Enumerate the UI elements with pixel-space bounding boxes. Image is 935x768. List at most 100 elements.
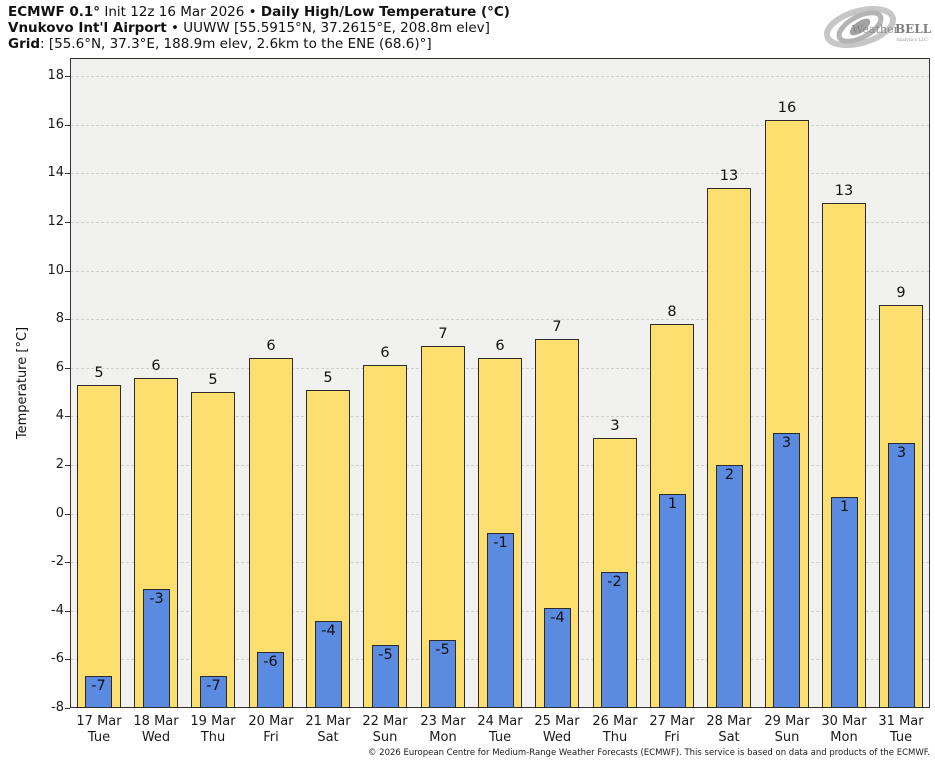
x-tick-date: 30 Mar xyxy=(821,714,867,729)
init-time: Init 12z 16 Mar 2026 • xyxy=(100,4,261,20)
low-value-label: 3 xyxy=(781,435,792,451)
low-bar xyxy=(85,676,112,708)
y-tick-label: 10 xyxy=(47,263,64,278)
x-tick-date: 28 Mar xyxy=(706,714,752,729)
y-tick-mark xyxy=(65,562,70,563)
y-tick-mark xyxy=(65,76,70,77)
y-tick-mark xyxy=(65,173,70,174)
low-value-label: -5 xyxy=(378,647,393,663)
high-bar xyxy=(249,358,293,708)
low-bar xyxy=(831,497,858,708)
logo-brand-weather: Weather xyxy=(852,23,899,36)
low-value-label: 1 xyxy=(839,499,850,515)
high-value-label: 16 xyxy=(777,100,797,116)
low-value-label: -5 xyxy=(435,642,450,658)
high-value-label: 5 xyxy=(208,372,218,388)
low-bar xyxy=(601,572,628,708)
low-bar xyxy=(716,465,743,708)
low-value-label: -6 xyxy=(263,654,278,670)
y-axis-title: Temperature [°C] xyxy=(15,326,30,440)
model-name: ECMWF 0.1° xyxy=(8,4,101,20)
y-tick-mark xyxy=(65,708,70,709)
low-bar xyxy=(544,608,571,708)
x-tick-day: Sun xyxy=(372,730,398,745)
y-tick-label: -2 xyxy=(51,554,64,569)
low-bar xyxy=(487,533,514,708)
high-value-label: 6 xyxy=(151,358,161,374)
x-tick-day: Tue xyxy=(488,730,512,745)
high-value-label: 5 xyxy=(323,370,333,386)
header-line-station: Vnukovo Int'l Airport • UUWW [55.5915°N,… xyxy=(8,20,510,36)
y-tick-label: 18 xyxy=(47,68,64,83)
x-tick-day: Thu xyxy=(200,730,226,745)
low-bar xyxy=(200,676,227,708)
x-tick-day: Mon xyxy=(830,730,858,745)
low-bar xyxy=(888,443,915,708)
y-tick-mark xyxy=(65,125,70,126)
y-tick-label: -8 xyxy=(51,700,64,715)
x-tick-date: 21 Mar xyxy=(305,714,351,729)
high-bar xyxy=(77,385,121,708)
y-tick-label: 2 xyxy=(55,457,64,472)
y-tick-mark xyxy=(65,659,70,660)
page-title: Daily High/Low Temperature (°C) xyxy=(260,4,510,20)
x-tick-date: 24 Mar xyxy=(477,714,523,729)
high-value-label: 8 xyxy=(667,304,677,320)
x-tick-date: 25 Mar xyxy=(534,714,580,729)
gridline xyxy=(71,76,929,77)
x-tick-date: 20 Mar xyxy=(248,714,294,729)
y-tick-mark xyxy=(65,416,70,417)
header-line-grid: Grid: [55.6°N, 37.3°E, 188.9m elev, 2.6k… xyxy=(8,36,510,52)
high-value-label: 6 xyxy=(380,345,390,361)
x-tick-day: Wed xyxy=(542,730,572,745)
chart-header: ECMWF 0.1° Init 12z 16 Mar 2026 • Daily … xyxy=(8,4,510,52)
low-value-label: -2 xyxy=(607,574,622,590)
gridline xyxy=(71,271,929,272)
x-tick-date: 18 Mar xyxy=(133,714,179,729)
x-tick-day: Tue xyxy=(87,730,111,745)
high-value-label: 6 xyxy=(266,338,276,354)
y-tick-label: 8 xyxy=(55,311,64,326)
gridline xyxy=(71,319,929,320)
y-tick-mark xyxy=(65,611,70,612)
y-tick-mark xyxy=(65,271,70,272)
y-tick-mark xyxy=(65,319,70,320)
copyright-text: © 2026 European Centre for Medium-Range … xyxy=(367,748,930,758)
low-bar xyxy=(143,589,170,708)
y-tick-label: 4 xyxy=(55,408,64,423)
y-tick-mark xyxy=(65,514,70,515)
low-value-label: -4 xyxy=(321,623,336,639)
high-value-label: 7 xyxy=(438,326,448,342)
x-tick-date: 31 Mar xyxy=(878,714,924,729)
x-tick-date: 22 Mar xyxy=(362,714,408,729)
logo-swirl-icon: Weather BELL Analytics LLC xyxy=(824,5,932,49)
low-bar xyxy=(315,621,342,708)
station-details: • UUWW [55.5915°N, 37.2615°E, 208.8m ele… xyxy=(166,20,490,36)
logo-brand-bell: BELL xyxy=(895,22,932,36)
y-tick-label: 6 xyxy=(55,360,64,375)
high-value-label: 5 xyxy=(94,365,104,381)
x-tick-date: 29 Mar xyxy=(764,714,810,729)
high-value-label: 9 xyxy=(896,285,906,301)
low-bar xyxy=(429,640,456,708)
gridline xyxy=(71,173,929,174)
high-value-label: 6 xyxy=(495,338,505,354)
grid-label: Grid xyxy=(8,36,41,52)
high-value-label: 7 xyxy=(552,319,562,335)
x-tick-day: Wed xyxy=(141,730,171,745)
high-value-label: 13 xyxy=(834,183,854,199)
header-line-title: ECMWF 0.1° Init 12z 16 Mar 2026 • Daily … xyxy=(8,4,510,20)
y-tick-label: 14 xyxy=(47,165,64,180)
x-tick-date: 26 Mar xyxy=(592,714,638,729)
x-tick-date: 17 Mar xyxy=(76,714,122,729)
x-tick-day: Sat xyxy=(317,730,339,745)
high-bar xyxy=(822,203,866,708)
low-value-label: -1 xyxy=(493,535,508,551)
weatherbell-logo: Weather BELL Analytics LLC xyxy=(822,2,932,54)
x-tick-day: Fri xyxy=(263,730,279,745)
y-tick-label: -6 xyxy=(51,651,64,666)
high-value-label: 13 xyxy=(719,168,739,184)
x-tick-day: Mon xyxy=(429,730,457,745)
low-value-label: 2 xyxy=(724,467,735,483)
